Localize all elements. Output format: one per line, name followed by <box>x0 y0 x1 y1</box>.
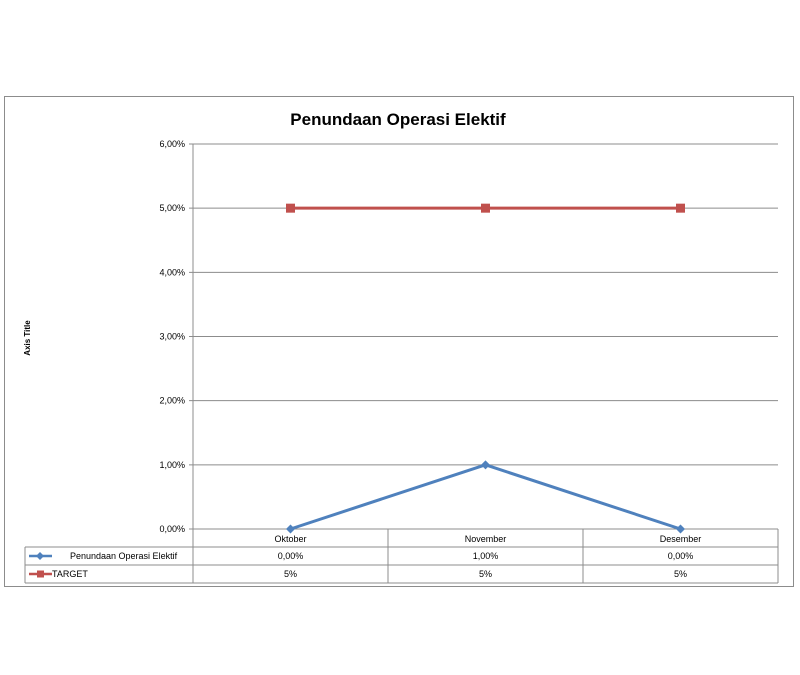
x-tick-label: Desember <box>660 534 702 544</box>
y-tick-label: 0,00% <box>159 524 185 534</box>
chart-title: Penundaan Operasi Elektif <box>290 110 506 129</box>
table-cell-value: 5% <box>674 569 687 579</box>
table-cell-value: 1,00% <box>473 551 499 561</box>
table-cell-value: 0,00% <box>668 551 694 561</box>
x-tick-label: Oktober <box>274 534 306 544</box>
y-tick-label: 4,00% <box>159 267 185 277</box>
legend-label: Penundaan Operasi Elektif <box>70 551 178 561</box>
y-tick-labels: 0,00% 1,00% 2,00% 3,00% 4,00% 5,00% 6,00% <box>159 139 185 534</box>
data-point <box>481 203 490 213</box>
table-cell-value: 5% <box>479 569 492 579</box>
y-tick-label: 2,00% <box>159 396 185 406</box>
table-cell-value: 0,00% <box>278 551 304 561</box>
legend-label: TARGET <box>52 569 88 579</box>
x-tick-label: November <box>465 534 507 544</box>
y-tick-label: 1,00% <box>159 460 185 470</box>
data-point <box>286 203 295 213</box>
series-layer <box>286 203 685 534</box>
y-tick-label: 5,00% <box>159 203 185 213</box>
data-point <box>286 524 295 534</box>
data-point <box>676 203 685 213</box>
data-point <box>676 524 685 534</box>
data-point <box>481 460 490 470</box>
y-axis-title: Axis Title <box>23 320 32 356</box>
legend-key-marker <box>36 552 44 560</box>
chart-border <box>4 96 794 587</box>
y-tick-label: 3,00% <box>159 332 185 342</box>
table-cell-value: 5% <box>284 569 297 579</box>
y-tick-label: 6,00% <box>159 139 185 149</box>
legend-key-marker <box>37 570 44 578</box>
